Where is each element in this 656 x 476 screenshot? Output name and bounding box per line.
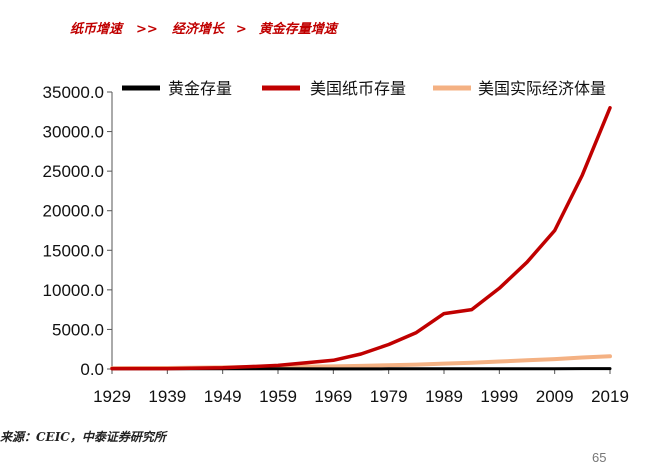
y-tick-label: 35000.0: [43, 83, 104, 102]
chart-legend: 黄金存量 美国纸币存量 美国实际经济体量: [122, 79, 606, 98]
page-number: 65: [592, 450, 607, 465]
x-tick-label: 1999: [480, 387, 518, 406]
x-tick-label: 1989: [425, 387, 463, 406]
y-tick-label: 20000.0: [43, 202, 104, 221]
y-tick-label: 10000.0: [43, 281, 104, 300]
y-tick-label: 5000.0: [52, 320, 104, 339]
chart-header: 纸币增速 >> 经济增长 > 黄金存量增速: [70, 18, 337, 37]
x-tick-label: 2019: [591, 387, 629, 406]
header-part-economic-growth: 经济增长: [171, 22, 224, 37]
y-tick-label: 30000.0: [43, 123, 104, 142]
source-note: 来源：CEIC，中泰证券研究所: [0, 430, 166, 444]
x-tick-label: 1929: [93, 387, 131, 406]
y-tick-label: 0.0: [80, 360, 104, 379]
legend-label-gold-stock: 黄金存量: [168, 79, 232, 98]
x-tick-label: 1979: [370, 387, 408, 406]
y-tick-label: 25000.0: [43, 162, 104, 181]
y-axis: 0.0 5000.0 10000.0 15000.0 20000.0 25000.0 300…: [43, 83, 113, 379]
header-separator: >>: [136, 22, 158, 37]
header-part-paper-currency: 纸币增速: [70, 22, 123, 37]
y-tick-label: 15000.0: [43, 241, 104, 260]
x-tick-label: 2009: [536, 387, 574, 406]
header-part-gold-stock: 黄金存量增速: [258, 22, 337, 37]
x-tick-label: 1939: [148, 387, 186, 406]
series-line-us-paper-currency: [110, 106, 612, 371]
legend-label-us-real-economy: 美国实际经济体量: [478, 79, 606, 98]
x-tick-label: 1969: [314, 387, 352, 406]
x-tick-label: 1959: [259, 387, 297, 406]
legend-label-us-paper-currency: 美国纸币存量: [310, 79, 406, 98]
plot-area: [110, 106, 612, 371]
header-separator: >: [235, 22, 247, 37]
x-tick-label: 1949: [204, 387, 242, 406]
series-line-us-real-economy: [110, 354, 612, 371]
x-axis: 1929 1939 1949 1959 1969 1979 1989 1999 2009 2019: [93, 368, 629, 406]
